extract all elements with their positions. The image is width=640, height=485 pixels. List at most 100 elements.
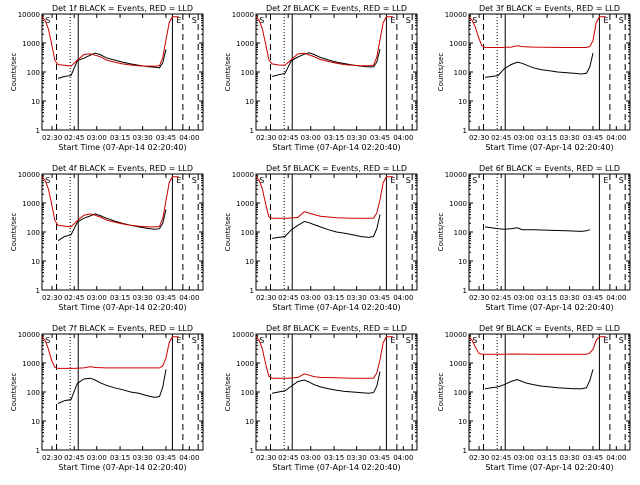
x-axis-label: Start Time (07-Apr-14 02:20:40) <box>485 143 613 152</box>
y-tick-label: 100 <box>454 229 467 237</box>
x-tick-label: 03:45 <box>370 134 390 142</box>
y-tick-label: 1000 <box>449 360 467 368</box>
y-tick-label: 100 <box>27 229 40 237</box>
y-tick-label: 1000 <box>22 360 40 368</box>
y-tick-label: 10000 <box>232 171 254 179</box>
marker-label: E <box>390 176 395 185</box>
y-axis-label: Counts/sec <box>10 373 18 412</box>
chart-title: Det 3f BLACK = Events, RED = LLD <box>479 4 620 13</box>
events-series-line <box>57 49 167 79</box>
y-tick-label: 100 <box>27 69 40 77</box>
x-tick-label: 02:30 <box>42 294 62 302</box>
x-axis-label: Start Time (07-Apr-14 02:20:40) <box>272 463 400 472</box>
y-tick-label: 10000 <box>232 331 254 339</box>
lld-series-line <box>41 16 179 67</box>
y-tick-label: 1000 <box>22 200 40 208</box>
x-tick-label: 02:30 <box>469 134 489 142</box>
x-tick-label: 03:45 <box>156 454 176 462</box>
x-tick-label: 03:30 <box>133 294 153 302</box>
x-tick-label: 03:15 <box>537 134 557 142</box>
lld-series-line <box>468 16 606 48</box>
y-axis-label: Counts/sec <box>224 53 232 92</box>
x-axis-label: Start Time (07-Apr-14 02:20:40) <box>272 303 400 312</box>
x-tick-label: 03:00 <box>514 294 534 302</box>
x-tick-label: 03:00 <box>301 294 321 302</box>
x-tick-label: 03:30 <box>560 134 580 142</box>
marker-label: S <box>45 176 50 185</box>
marker-label: S <box>406 336 411 345</box>
y-axis-label: Counts/sec <box>437 53 445 92</box>
chart-panel-5: Det 5f BLACK = Events, RED = LLD 1 10 100 10… <box>224 164 418 312</box>
y-tick-label: 100 <box>241 69 254 77</box>
x-tick-label: 03:45 <box>370 294 390 302</box>
y-tick-label: 1 <box>250 447 254 455</box>
y-tick-label: 1000 <box>449 200 467 208</box>
x-tick-label: 03:30 <box>560 294 580 302</box>
y-tick-label: 10 <box>245 418 254 426</box>
x-tick-label: 02:45 <box>64 294 84 302</box>
chart-title: Det 1f BLACK = Events, RED = LLD <box>52 4 193 13</box>
y-tick-label: 10 <box>245 258 254 266</box>
x-tick-label: 03:15 <box>537 294 557 302</box>
marker-label: S <box>192 176 197 185</box>
x-tick-label: 02:45 <box>491 294 511 302</box>
y-tick-label: 10 <box>245 98 254 106</box>
x-tick-label: 02:45 <box>278 454 298 462</box>
y-tick-label: 10 <box>458 258 467 266</box>
chart-title: Det 2f BLACK = Events, RED = LLD <box>266 4 407 13</box>
events-series-line <box>485 52 594 78</box>
x-tick-label: 03:45 <box>583 134 603 142</box>
chart-title: Det 9f BLACK = Events, RED = LLD <box>479 324 620 333</box>
chart-panel-3: Det 3f BLACK = Events, RED = LLD 1 10 100 10… <box>437 4 631 152</box>
y-tick-label: 10000 <box>445 331 467 339</box>
events-series-line <box>57 369 167 404</box>
x-tick-label: 02:45 <box>64 134 84 142</box>
chart-panel-1: Det 1f BLACK = Events, RED = LLD 1 10 100 10… <box>10 4 204 152</box>
x-axis-label: Start Time (07-Apr-14 02:20:40) <box>58 143 186 152</box>
plot-frame <box>41 13 204 131</box>
marker-label: S <box>472 16 477 25</box>
x-tick-label: 04:00 <box>393 294 413 302</box>
marker-label: S <box>406 176 411 185</box>
marker-label: S <box>45 336 50 345</box>
chart-panel-4: Det 4f BLACK = Events, RED = LLD 1 10 100 10… <box>10 164 204 312</box>
x-tick-label: 03:45 <box>583 294 603 302</box>
x-tick-label: 03:45 <box>156 294 176 302</box>
events-series-line <box>485 226 590 232</box>
y-tick-label: 1 <box>250 127 254 135</box>
marker-label: S <box>619 16 624 25</box>
events-series-line <box>485 369 594 390</box>
y-axis-label: Counts/sec <box>437 373 445 412</box>
y-axis-label: Counts/sec <box>437 213 445 252</box>
x-tick-label: 02:30 <box>42 134 62 142</box>
x-tick-label: 03:30 <box>347 134 367 142</box>
plot-frame <box>468 173 631 291</box>
lld-series-line <box>255 16 393 67</box>
y-tick-label: 100 <box>241 389 254 397</box>
y-tick-label: 1 <box>36 287 40 295</box>
x-tick-label: 03:00 <box>301 454 321 462</box>
x-tick-label: 03:15 <box>110 294 130 302</box>
y-tick-label: 1000 <box>236 200 254 208</box>
chart-panel-7: Det 7f BLACK = Events, RED = LLD 1 10 100 10… <box>10 324 204 472</box>
y-tick-label: 1 <box>463 287 467 295</box>
plot-frame <box>41 173 204 291</box>
x-tick-label: 03:30 <box>560 454 580 462</box>
chart-title: Det 8f BLACK = Events, RED = LLD <box>266 324 407 333</box>
x-tick-label: 02:45 <box>491 454 511 462</box>
x-tick-label: 03:15 <box>324 454 344 462</box>
plot-frame <box>468 333 631 451</box>
x-tick-label: 03:00 <box>514 454 534 462</box>
marker-label: S <box>472 176 477 185</box>
y-tick-label: 10 <box>458 418 467 426</box>
y-tick-label: 1 <box>463 127 467 135</box>
x-tick-label: 03:00 <box>87 294 107 302</box>
y-tick-label: 100 <box>241 229 254 237</box>
x-tick-label: 03:15 <box>537 454 557 462</box>
lld-series-line <box>41 176 179 228</box>
marker-label: S <box>406 16 411 25</box>
chart-panel-9: Det 9f BLACK = Events, RED = LLD 1 10 100 10… <box>437 324 631 472</box>
x-tick-label: 04:00 <box>606 294 626 302</box>
